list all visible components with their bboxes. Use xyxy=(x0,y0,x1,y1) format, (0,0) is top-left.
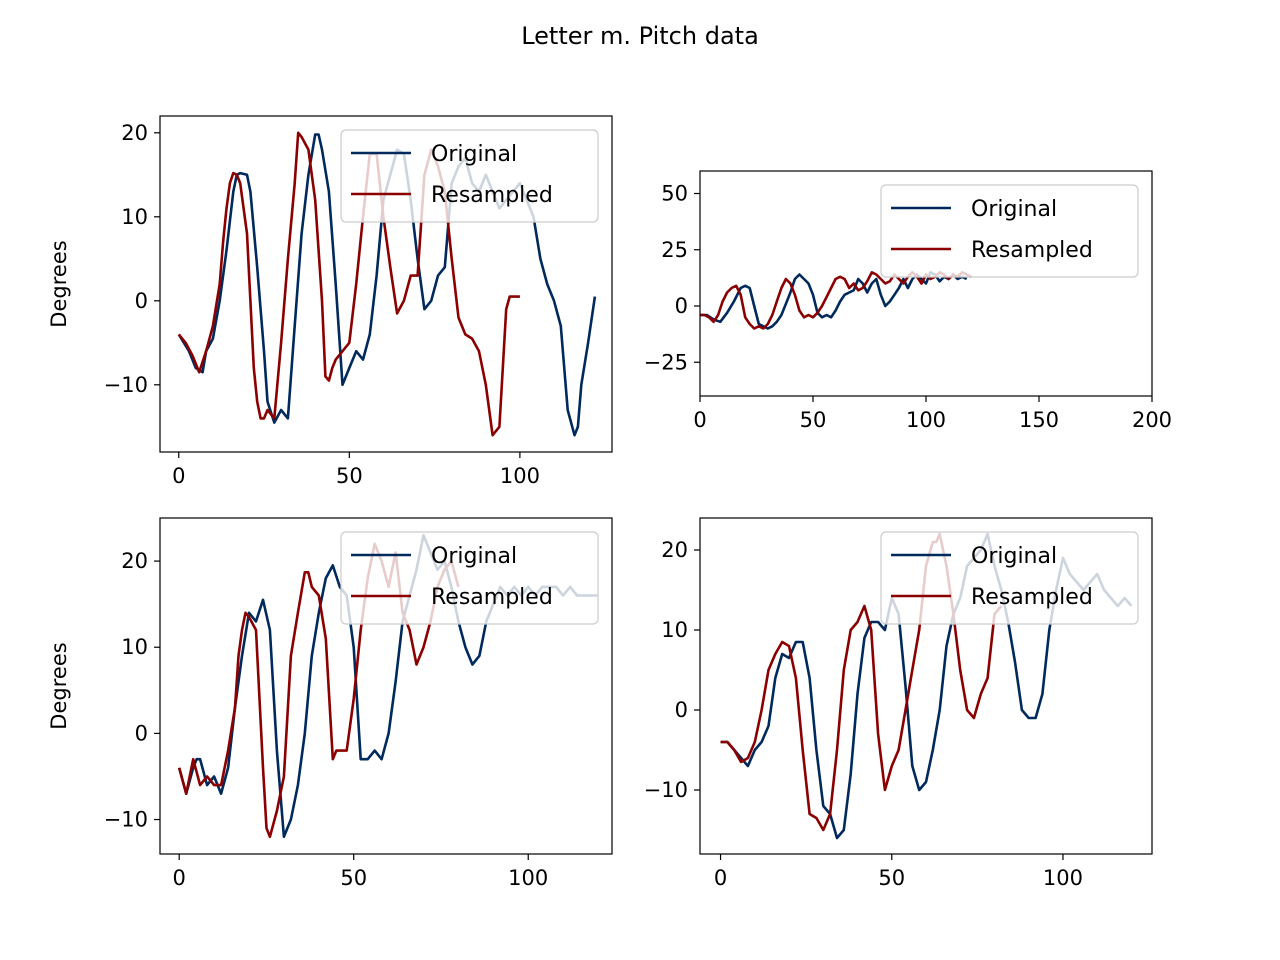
series-line-original xyxy=(700,270,968,330)
axes-frame xyxy=(699,517,1153,855)
y-tick-label: 50 xyxy=(661,182,688,206)
y-tick-label: 0 xyxy=(135,721,148,745)
y-tick-label: 20 xyxy=(661,538,688,562)
x-tick-label: 0 xyxy=(693,408,706,432)
y-tick-label: 0 xyxy=(675,294,688,318)
y-tick-label: −10 xyxy=(104,373,148,397)
y-tick-label: −10 xyxy=(644,778,688,802)
legend-label-original: Original xyxy=(971,544,1057,569)
y-axis-label: Degrees xyxy=(47,240,71,327)
x-tick-label: 100 xyxy=(906,408,946,432)
legend: Original Resampled xyxy=(880,184,1139,278)
x-tick-label: 50 xyxy=(878,866,905,890)
y-axis-label: Degrees xyxy=(47,642,71,729)
x-tick-label: 0 xyxy=(173,866,186,890)
legend-label-resampled: Resampled xyxy=(431,585,553,610)
x-tick-label: 50 xyxy=(336,464,363,488)
subplot-top-left: 0 50 100 −10 0 10 20 Degrees Original Resampled xyxy=(47,115,613,488)
y-tick-label: 20 xyxy=(121,549,148,573)
legend: Original Resampled xyxy=(340,129,599,223)
legend-label-resampled: Resampled xyxy=(971,585,1093,610)
x-tick-label: 100 xyxy=(508,866,548,890)
x-tick-label: 0 xyxy=(172,464,185,488)
axes-frame xyxy=(159,517,613,855)
y-tick-label: −10 xyxy=(104,808,148,832)
x-tick-label: 150 xyxy=(1019,408,1059,432)
y-tick-label: 0 xyxy=(135,289,148,313)
legend: Original Resampled xyxy=(340,531,599,625)
x-tick-label: 0 xyxy=(714,866,727,890)
series-group xyxy=(700,270,972,330)
series-line-resampled xyxy=(177,131,520,437)
x-tick-label: 100 xyxy=(500,464,540,488)
y-tick-label: 10 xyxy=(121,635,148,659)
y-tick-label: 0 xyxy=(675,698,688,722)
y-tick-label: 10 xyxy=(121,205,148,229)
legend-label-resampled: Resampled xyxy=(971,238,1093,263)
y-tick-label: −25 xyxy=(644,350,688,374)
legend-label-original: Original xyxy=(431,142,517,167)
subplot-top-right: 0 50 100 150 200 −25 0 25 50 Original Resampled xyxy=(644,170,1172,432)
y-tick-label: 20 xyxy=(121,121,148,145)
y-tick-label: 25 xyxy=(661,238,688,262)
figure-title: Letter m. Pitch data xyxy=(521,22,759,50)
x-tick-label: 50 xyxy=(800,408,827,432)
axes-frame xyxy=(159,115,613,453)
legend-label-resampled: Resampled xyxy=(431,183,553,208)
x-tick-label: 200 xyxy=(1132,408,1172,432)
legend-label-original: Original xyxy=(431,544,517,569)
series-line-resampled xyxy=(700,270,972,330)
y-tick-label: 10 xyxy=(661,618,688,642)
legend: Original Resampled xyxy=(880,531,1139,625)
x-tick-label: 50 xyxy=(340,866,367,890)
subplot-bottom-right: 0 50 100 −10 0 10 20 Original Resampled xyxy=(644,517,1153,890)
legend-label-original: Original xyxy=(971,197,1057,222)
x-tick-label: 100 xyxy=(1043,866,1083,890)
subplot-bottom-left: 0 50 100 −10 0 10 20 Degrees Original Resampled xyxy=(47,517,613,890)
